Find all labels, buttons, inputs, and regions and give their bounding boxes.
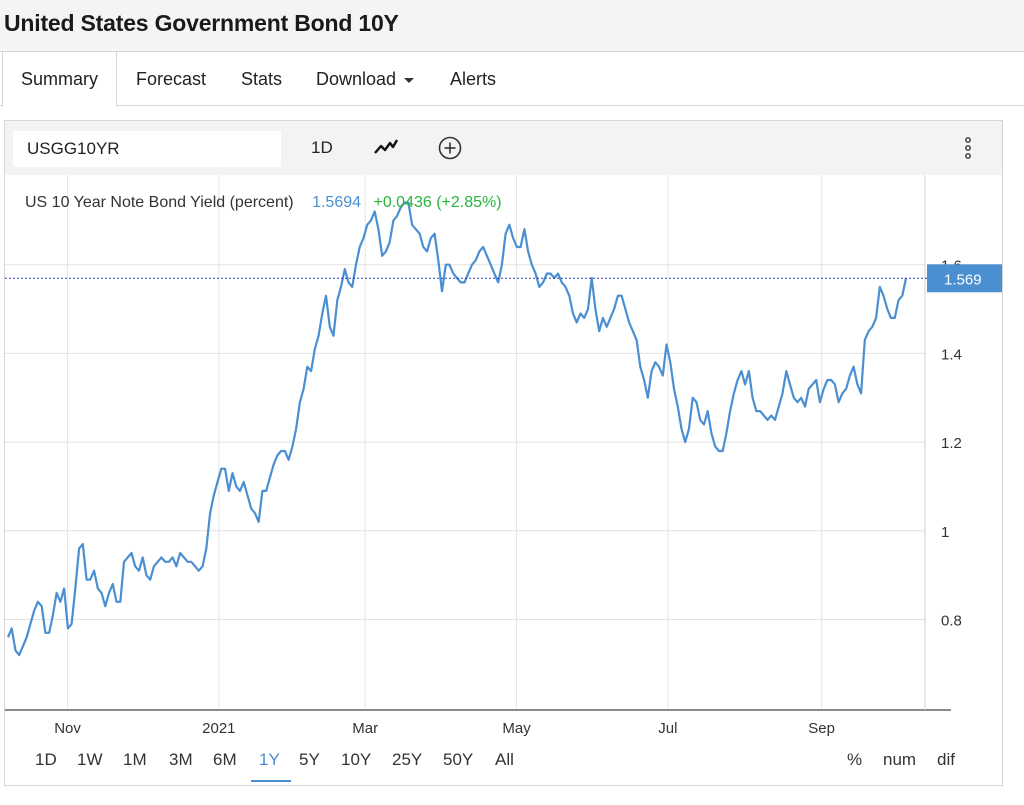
tab-stats[interactable]: Stats <box>241 69 283 89</box>
range-6m-button[interactable]: 6M <box>213 750 237 769</box>
x-tick-label: Jul <box>658 720 677 737</box>
mode-dif-button[interactable]: dif <box>937 750 955 769</box>
range-50y-button[interactable]: 50Y <box>443 750 474 769</box>
y-tick-label: 1 <box>941 524 949 541</box>
x-tick-label: 2021 <box>202 720 235 737</box>
add-circle-icon[interactable] <box>437 135 463 161</box>
x-tick-label: Mar <box>352 720 378 737</box>
legend-value: 1.5694 <box>312 194 362 211</box>
symbol-input[interactable] <box>13 131 281 167</box>
tab-download[interactable]: Download <box>316 52 415 106</box>
legend-label: US 10 Year Note Bond Yield (percent) <box>25 194 294 211</box>
y-tick-label: 0.8 <box>941 613 962 630</box>
tab-forecast[interactable]: Forecast <box>136 69 207 89</box>
range-3m-button[interactable]: 3M <box>169 750 193 769</box>
range-1d-button[interactable]: 1D <box>35 750 57 769</box>
x-tick-label: Nov <box>54 720 81 737</box>
active-range-underline <box>251 780 291 782</box>
tab-summary[interactable]: Summary <box>2 52 117 107</box>
interval-button[interactable]: 1D <box>311 138 333 157</box>
price-tag-label: 1.569 <box>944 271 982 288</box>
range-all-button[interactable]: All <box>495 750 514 769</box>
chart-legend: US 10 Year Note Bond Yield (percent) 1.5… <box>25 194 502 212</box>
range-1y-button[interactable]: 1Y <box>259 750 280 769</box>
page-title: United States Government Bond 10Y <box>4 10 399 36</box>
range-25y-button[interactable]: 25Y <box>392 750 423 769</box>
y-tick-label: 1.2 <box>941 435 962 452</box>
line-chart-icon[interactable] <box>373 137 399 157</box>
range-1m-button[interactable]: 1M <box>123 750 147 769</box>
chart-toolbar: 1D <box>5 121 1002 175</box>
x-tick-label: May <box>502 720 531 737</box>
more-vertical-icon[interactable] <box>961 135 975 163</box>
mode-percent-button[interactable]: % <box>847 750 863 769</box>
tab-alerts[interactable]: Alerts <box>450 69 497 89</box>
range-5y-button[interactable]: 5Y <box>299 750 320 769</box>
legend-change: +0.0436 (+2.85%) <box>373 194 502 211</box>
yield-series-line <box>6 201 908 657</box>
price-tag <box>927 264 1002 293</box>
range-10y-button[interactable]: 10Y <box>341 750 372 769</box>
x-tick-label: Sep <box>808 720 835 737</box>
tab-download-label: Download <box>316 69 397 89</box>
mode-num-button[interactable]: num <box>883 750 917 769</box>
title-bar: United States Government Bond 10Y <box>0 0 1024 52</box>
y-tick-label: 1.4 <box>941 346 962 363</box>
caret-down-icon <box>404 77 415 83</box>
range-1w-button[interactable]: 1W <box>77 750 103 769</box>
tab-bar: Summary Forecast Stats Download Alerts <box>0 52 1024 107</box>
range-selector: 1D 1W 1M 3M 6M 1Y 5Y 10Y 25Y 50Y All % n… <box>5 745 1002 785</box>
